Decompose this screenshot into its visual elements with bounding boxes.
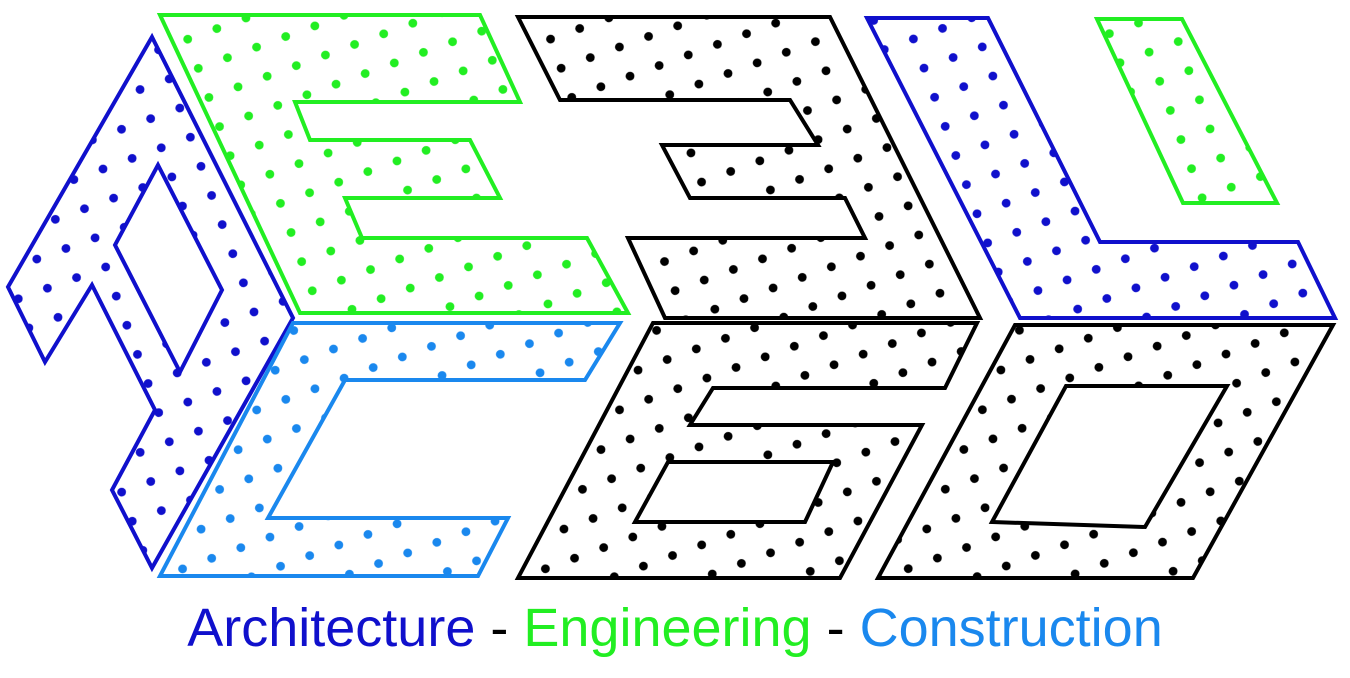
logo-digit-4-shape — [863, 16, 1339, 320]
logo-digit-6-shape — [514, 321, 981, 580]
tagline-engineering: Engineering — [523, 598, 812, 658]
aec-360-logo — [5, 13, 1339, 580]
tagline: Architecture - Engineering - Constructio… — [0, 593, 1350, 663]
logo-letter-e-shape — [156, 13, 632, 315]
tagline-construction: Construction — [859, 598, 1163, 658]
logo-digit-3-shape — [514, 15, 984, 320]
logo-digit-4-stem-shape — [1093, 17, 1281, 205]
logo-digit-0-shape — [874, 323, 1337, 580]
tagline-separator: - — [475, 598, 524, 658]
tagline-architecture: Architecture — [187, 598, 476, 658]
tagline-separator: - — [811, 598, 860, 658]
logo-letter-a-shape — [5, 32, 296, 573]
logo-letter-c-shape — [156, 321, 624, 578]
